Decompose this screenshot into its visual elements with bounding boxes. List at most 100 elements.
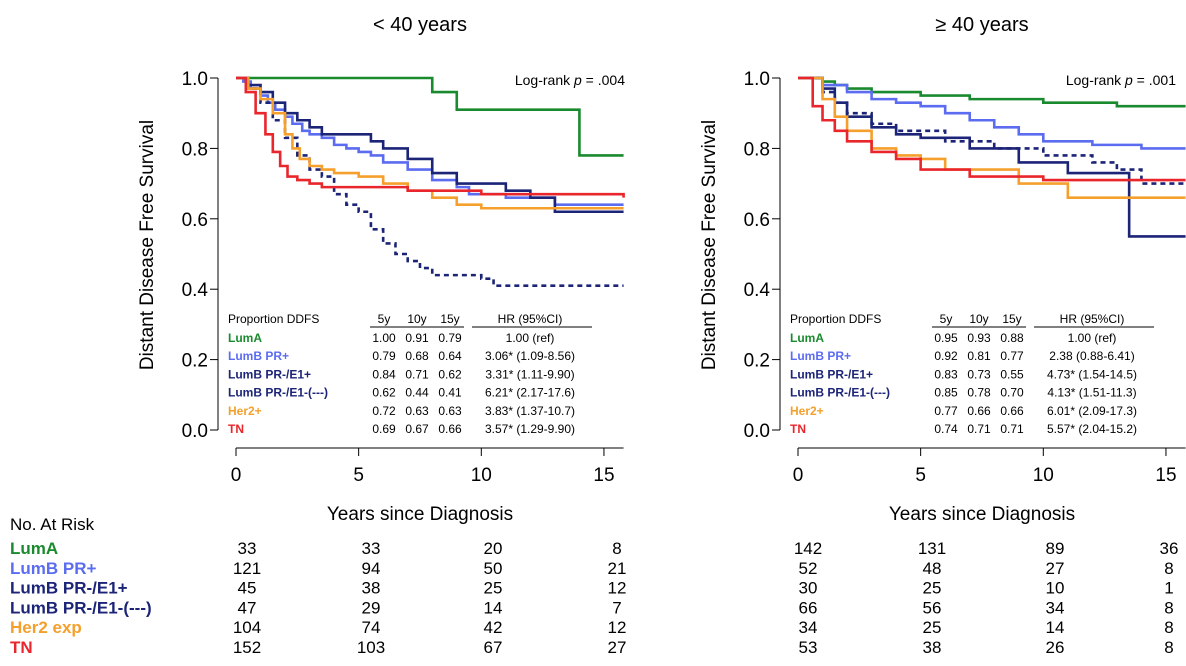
table-cell-15y: 0.71 <box>1000 422 1024 436</box>
at-risk-group-lumb-pr-e1: LumB PR-/E1+ <box>10 579 128 598</box>
table-cell-5y: 0.83 <box>934 367 958 381</box>
table-cell-10y: 0.93 <box>967 331 991 345</box>
y-tick-label: 1.0 <box>744 69 770 90</box>
at-risk-count-left: 152 <box>233 638 261 657</box>
x-tick-label: 5 <box>915 465 926 486</box>
at-risk-count-right: 8 <box>1164 618 1173 637</box>
table-header-15y: 15y <box>1002 312 1021 326</box>
at-risk-count-right: 26 <box>1046 638 1065 657</box>
at-risk-count-left: 74 <box>362 618 381 637</box>
table-row: TN 0.69 0.67 0.66 3.57* (1.29-9.90) <box>228 422 575 436</box>
table-row: LumA 1.00 0.91 0.79 1.00 (ref) <box>228 331 554 345</box>
at-risk-count-right: 10 <box>1046 579 1065 598</box>
ddfs-table-right: Proportion DDFS 5y 10y 15y HR (95%CI) LumA 0.9… <box>790 312 1154 436</box>
table-cell-5y: 0.79 <box>372 349 396 363</box>
table-cell-5y: 0.92 <box>934 349 958 363</box>
table-cell-5y: 1.00 <box>372 331 396 345</box>
table-row-name: Her2+ <box>228 404 262 418</box>
table-cell-hr: 3.31* (1.11-9.90) <box>485 367 574 381</box>
table-cell-10y: 0.73 <box>967 367 991 381</box>
at-risk-count-left: 42 <box>484 618 503 637</box>
table-cell-15y: 0.79 <box>438 331 462 345</box>
x-tick-label: 0 <box>231 465 242 486</box>
table-row-name: LumA <box>790 331 824 345</box>
table-cell-hr: 6.01* (2.09-17.3) <box>1047 404 1137 418</box>
table-row: LumB PR-/E1-(---) 0.62 0.44 0.41 6.21* (2.17… <box>228 386 575 400</box>
at-risk-count-left: 33 <box>362 539 381 558</box>
table-header-hr: HR (95%CI) <box>1060 312 1125 326</box>
table-row: LumB PR-/E1+ 0.84 0.71 0.62 3.31* (1.11-9.90… <box>228 367 575 381</box>
at-risk-count-right: 56 <box>923 598 942 617</box>
at-risk-group-lumb-pr-e1: LumB PR-/E1-(---) <box>10 598 152 617</box>
x-tick-label: 5 <box>353 465 364 486</box>
table-header-10y: 10y <box>969 312 988 326</box>
at-risk-count-right: 30 <box>799 579 818 598</box>
at-risk-count-left: 25 <box>484 579 503 598</box>
y-axis-label-left: Distant Disease Free Survival <box>137 120 158 370</box>
x-axis-label-right: Years since Diagnosis <box>889 504 1075 525</box>
table-row-name: LumB PR-/E1+ <box>228 367 311 381</box>
table-cell-hr: 3.06* (1.09-8.56) <box>485 349 575 363</box>
at-risk-count-left: 33 <box>238 539 257 558</box>
table-row-name: LumB PR-/E1-(---) <box>228 386 328 400</box>
table-cell-5y: 0.85 <box>934 386 958 400</box>
x-axis-label-left: Years since Diagnosis <box>327 504 513 525</box>
at-risk-count-left: 21 <box>608 559 627 578</box>
at-risk-count-left: 121 <box>233 559 261 578</box>
curves-right <box>798 78 1186 236</box>
at-risk-group-lumb-pr: LumB PR+ <box>10 559 97 578</box>
at-risk-count-right: 34 <box>799 618 818 637</box>
curve-luma <box>236 78 624 155</box>
at-risk-count-right: 34 <box>1046 598 1065 617</box>
table-row: LumB PR+ 0.79 0.68 0.64 3.06* (1.09-8.56) <box>228 349 575 363</box>
table-row-name: LumA <box>228 331 262 345</box>
table-cell-hr: 4.13* (1.51-11.3) <box>1047 386 1136 400</box>
at-risk-group-luma: LumA <box>10 539 58 558</box>
table-row: Her2+ 0.77 0.66 0.66 6.01* (2.09-17.3) <box>790 404 1137 418</box>
at-risk-count-left: 8 <box>612 539 621 558</box>
curve-lumb-pr-e1 <box>798 78 1186 236</box>
table-cell-hr: 4.73* (1.54-14.5) <box>1047 367 1137 381</box>
at-risk-count-right: 48 <box>923 559 942 578</box>
at-risk-count-left: 27 <box>608 638 627 657</box>
table-cell-5y: 0.72 <box>372 404 396 418</box>
logrank-right: Log-rank p = .001 <box>1066 72 1176 88</box>
at-risk-count-right: 27 <box>1046 559 1065 578</box>
table-cell-5y: 0.84 <box>372 367 396 381</box>
table-cell-hr: 5.57* (2.04-15.2) <box>1047 422 1137 436</box>
y-tick-label: 0.2 <box>182 351 208 372</box>
table-header-hr: HR (95%CI) <box>498 312 563 326</box>
table-cell-10y: 0.91 <box>405 331 429 345</box>
table-row: Her2+ 0.72 0.63 0.63 3.83* (1.37-10.7) <box>228 404 575 418</box>
table-header-5y: 5y <box>940 312 953 326</box>
at-risk-count-left: 67 <box>484 638 503 657</box>
at-risk-count-left: 45 <box>238 579 257 598</box>
y-tick-label: 0.6 <box>182 210 208 231</box>
x-tick-label: 10 <box>471 465 492 486</box>
table-cell-10y: 0.71 <box>967 422 991 436</box>
table-cell-10y: 0.81 <box>967 349 991 363</box>
table-cell-10y: 0.63 <box>405 404 429 418</box>
table-cell-15y: 0.66 <box>438 422 462 436</box>
table-row: LumB PR+ 0.92 0.81 0.77 2.38 (0.88-6.41) <box>790 349 1135 363</box>
table-cell-15y: 0.62 <box>438 367 462 381</box>
at-risk-count-right: 8 <box>1164 598 1173 617</box>
table-cell-10y: 0.44 <box>405 386 429 400</box>
at-risk-count-left: 20 <box>484 539 503 558</box>
table-cell-5y: 0.74 <box>934 422 958 436</box>
y-tick-label: 0.8 <box>744 139 770 160</box>
at-risk-count-right: 142 <box>794 539 822 558</box>
table-cell-15y: 0.66 <box>1000 404 1024 418</box>
y-tick-label: 0.8 <box>182 139 208 160</box>
at-risk-table: No. At Risk LumA 33 33 20 8 142 131 89 36LumB PR… <box>10 515 1178 657</box>
x-tick-label: 15 <box>1155 465 1176 486</box>
at-risk-count-right: 53 <box>799 638 818 657</box>
y-tick-label: 0.0 <box>182 421 208 442</box>
at-risk-count-left: 50 <box>484 559 503 578</box>
at-risk-count-right: 131 <box>918 539 946 558</box>
at-risk-count-left: 12 <box>608 579 627 598</box>
table-row: LumB PR-/E1-(---) 0.85 0.78 0.70 4.13* (1.51… <box>790 386 1137 400</box>
panel-right: ≥ 40 years Distant Disease Free Survival… <box>699 14 1186 525</box>
at-risk-title: No. At Risk <box>10 515 95 534</box>
table-cell-5y: 0.77 <box>934 404 958 418</box>
